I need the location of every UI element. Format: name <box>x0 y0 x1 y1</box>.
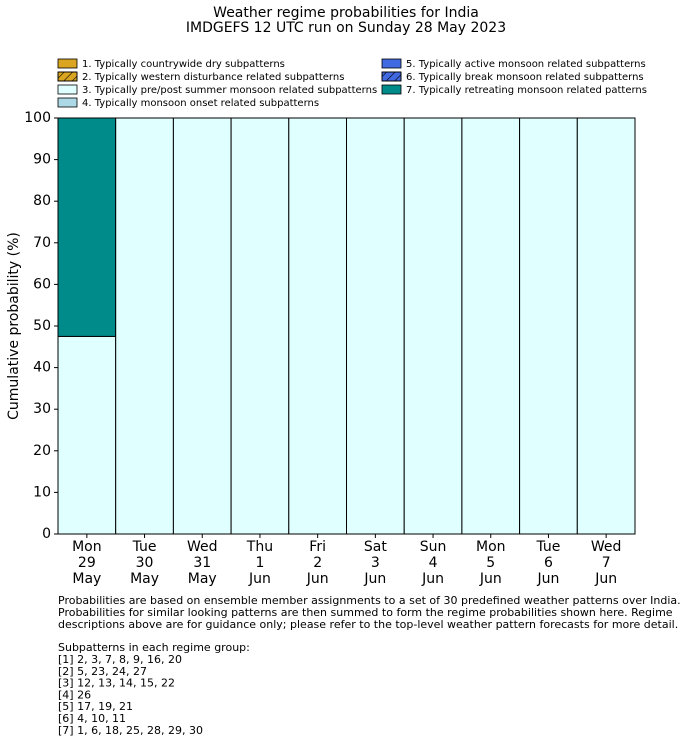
subpattern: [6] 4, 10, 11 <box>58 712 126 725</box>
subpattern: [3] 12, 13, 14, 15, 22 <box>58 677 175 690</box>
x-tick-label: Mon <box>476 539 506 555</box>
bar-segment <box>230 117 290 535</box>
y-tick-label: 10 <box>33 484 51 500</box>
y-tick-label: 90 <box>33 152 51 168</box>
x-tick-label: Jun <box>421 571 444 587</box>
legend-label: 7. Typically retreating monsoon related … <box>406 85 647 96</box>
chart-title: Weather regime probabilities for India <box>213 5 479 21</box>
plot-frame <box>57 117 636 535</box>
subpattern: [7] 1, 6, 18, 25, 28, 29, 30 <box>58 724 203 737</box>
x-tick-label: 3 <box>371 555 380 571</box>
x-tick-label: Tue <box>535 539 560 555</box>
y-axis-label: Cumulative probability (%) <box>6 232 22 420</box>
note: Probabilities for similar looking patter… <box>58 606 673 619</box>
subpattern: [2] 5, 23, 24, 27 <box>58 665 147 678</box>
x-tick-label: 4 <box>429 555 438 571</box>
legend-swatch <box>57 97 78 108</box>
legend-hatch <box>57 71 78 82</box>
x-tick-label: Thu <box>246 539 273 555</box>
x-tick-label: Fri <box>309 539 326 555</box>
subpattern: [1] 2, 3, 7, 8, 9, 16, 20 <box>58 653 182 666</box>
legend-label: 5. Typically active monsoon related subp… <box>406 59 646 70</box>
note: descriptions above are for guidance only… <box>58 618 678 631</box>
x-tick-label: Jun <box>306 571 329 587</box>
bar-segment <box>403 117 463 535</box>
x-tick-label: 31 <box>193 555 211 571</box>
bar-segment <box>172 117 232 535</box>
y-tick-label: 50 <box>33 318 51 334</box>
y-tick-label: 30 <box>33 401 51 417</box>
bar-segment <box>346 117 405 535</box>
x-tick-label: Jun <box>248 571 271 587</box>
x-tick-label: Sat <box>364 539 387 555</box>
x-tick-label: Jun <box>537 571 560 587</box>
bar-segment <box>576 117 636 535</box>
y-tick-label: 100 <box>24 110 51 126</box>
legend-label: 4. Typically monsoon onset related subpa… <box>82 98 319 109</box>
x-tick-label: 30 <box>136 555 154 571</box>
x-tick-label: May <box>130 571 159 587</box>
legend-hatch <box>381 71 402 82</box>
x-tick-label: 5 <box>486 555 495 571</box>
y-tick-label: 0 <box>42 526 51 542</box>
x-tick-label: 29 <box>78 555 96 571</box>
bar-segment <box>288 117 347 535</box>
x-tick-label: 2 <box>313 555 322 571</box>
legend-swatch <box>57 58 78 69</box>
x-tick-label: May <box>188 571 217 587</box>
chart-subtitle: IMDGEFS 12 UTC run on Sunday 28 May 2023 <box>186 20 506 36</box>
x-tick-label: Wed <box>591 539 622 555</box>
bar-segment <box>57 335 117 535</box>
y-tick-label: 20 <box>33 443 51 459</box>
subpattern: [5] 17, 19, 21 <box>58 700 133 713</box>
x-tick-label: Jun <box>594 571 617 587</box>
legend-swatch <box>381 84 402 95</box>
bar-segment <box>115 117 174 535</box>
bar-segment <box>519 117 578 535</box>
legend-label: 2. Typically western disturbance related… <box>82 72 344 83</box>
legend-label: 1. Typically countrywide dry subpatterns <box>82 59 285 70</box>
legend-swatch <box>57 84 78 95</box>
bar-segment <box>57 117 117 337</box>
x-tick-label: 6 <box>544 555 553 571</box>
subpatterns-title: Subpatterns in each regime group: <box>58 641 250 654</box>
note: Probabilities are based on ensemble memb… <box>58 594 681 607</box>
x-tick-label: Mon <box>72 539 102 555</box>
x-tick-label: May <box>72 571 101 587</box>
y-tick-label: 70 <box>33 235 51 251</box>
legend-label: 3. Typically pre/post summer monsoon rel… <box>82 85 377 96</box>
x-tick-label: Jun <box>363 571 386 587</box>
y-tick-label: 60 <box>33 276 51 292</box>
bar-segment <box>461 117 521 535</box>
x-tick-label: 7 <box>602 555 611 571</box>
y-tick-label: 40 <box>33 360 51 376</box>
x-tick-label: Sun <box>420 539 447 555</box>
y-tick-label: 80 <box>33 193 51 209</box>
x-tick-label: 1 <box>255 555 264 571</box>
x-tick-label: Tue <box>132 539 157 555</box>
subpattern: [4] 26 <box>58 688 91 701</box>
x-tick-label: Wed <box>187 539 218 555</box>
legend-swatch <box>381 58 402 69</box>
legend-label: 6. Typically break monsoon related subpa… <box>406 72 644 83</box>
x-tick-label: Jun <box>479 571 502 587</box>
